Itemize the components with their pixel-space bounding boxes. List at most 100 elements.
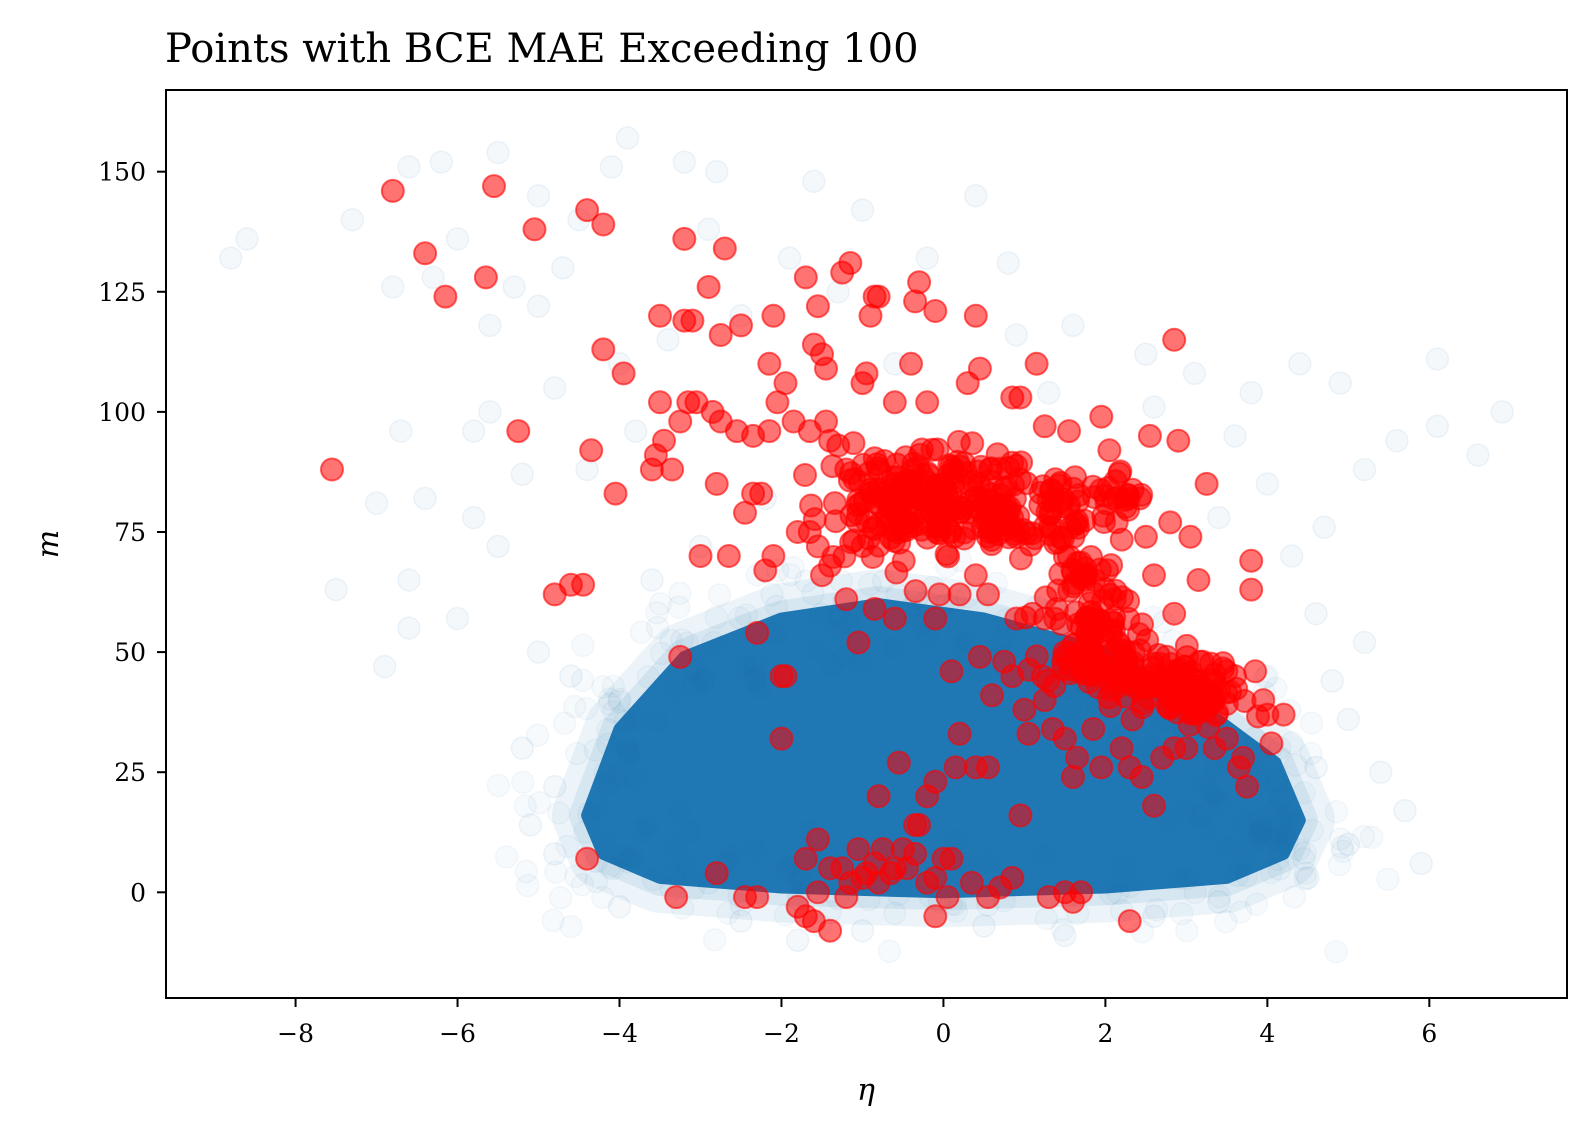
highlight-point bbox=[522, 217, 547, 242]
highlight-point bbox=[826, 433, 851, 458]
highlight-point bbox=[708, 323, 733, 347]
background-point bbox=[1036, 380, 1061, 405]
highlight-point bbox=[1067, 483, 1092, 507]
highlight-point bbox=[1137, 423, 1162, 448]
background-point bbox=[607, 689, 631, 714]
highlight-point bbox=[1052, 544, 1077, 569]
background-point bbox=[1320, 669, 1344, 693]
highlight-point bbox=[956, 500, 981, 525]
background-point bbox=[486, 773, 511, 798]
background-point bbox=[964, 183, 988, 208]
y-axis: 0 25 50 75 100 125 150 bbox=[98, 158, 166, 907]
highlight-point bbox=[1075, 645, 1100, 669]
highlight-point bbox=[909, 488, 934, 513]
background-point bbox=[1312, 515, 1336, 539]
highlight-point bbox=[704, 861, 729, 886]
background-point bbox=[486, 534, 510, 559]
background-point bbox=[1173, 799, 1198, 823]
background-point bbox=[1259, 860, 1283, 885]
background-point bbox=[615, 126, 640, 150]
highlight-point bbox=[575, 846, 600, 871]
background-point bbox=[1134, 342, 1158, 366]
highlight-point bbox=[579, 438, 604, 463]
highlight-point bbox=[952, 451, 976, 476]
background-point bbox=[1154, 807, 1179, 831]
background-point bbox=[1053, 923, 1077, 948]
highlight-point bbox=[923, 606, 948, 631]
background-point bbox=[486, 140, 510, 165]
highlight-point bbox=[1239, 548, 1264, 573]
background-point bbox=[551, 256, 575, 280]
highlight-point bbox=[643, 443, 668, 468]
background-point bbox=[623, 419, 648, 443]
x-tick-label: −4 bbox=[601, 1019, 638, 1048]
highlight-point bbox=[854, 361, 879, 386]
background-point bbox=[510, 462, 535, 487]
highlight-point bbox=[882, 390, 907, 415]
highlight-point bbox=[1255, 702, 1280, 727]
highlight-point bbox=[1142, 563, 1166, 588]
background-point bbox=[832, 644, 856, 668]
highlight-point bbox=[943, 755, 968, 780]
highlight-point bbox=[1166, 428, 1191, 453]
highlight-point bbox=[1081, 717, 1106, 741]
background-point bbox=[764, 594, 789, 619]
highlight-point bbox=[1052, 726, 1077, 751]
highlight-point bbox=[688, 544, 713, 568]
highlight-point bbox=[1040, 514, 1065, 539]
highlight-point bbox=[611, 361, 636, 386]
background-point bbox=[429, 150, 454, 174]
background-point bbox=[219, 246, 243, 270]
background-point bbox=[668, 581, 692, 605]
background-point bbox=[1144, 898, 1169, 922]
background-point bbox=[584, 869, 609, 894]
background-point bbox=[381, 275, 405, 299]
background-point bbox=[542, 774, 567, 799]
background-point bbox=[518, 813, 543, 837]
background-point bbox=[1359, 825, 1384, 850]
background-point bbox=[915, 246, 939, 270]
plot-area bbox=[219, 126, 1514, 964]
highlight-point bbox=[884, 560, 909, 585]
highlight-point bbox=[963, 563, 988, 588]
highlight-point bbox=[947, 582, 972, 607]
background-point bbox=[421, 265, 445, 290]
highlight-point bbox=[1061, 765, 1085, 789]
background-point bbox=[397, 568, 421, 592]
background-point bbox=[1267, 857, 1292, 881]
highlight-point bbox=[1206, 678, 1231, 703]
highlight-point bbox=[473, 265, 498, 290]
background-point bbox=[1296, 866, 1320, 890]
background-point bbox=[478, 400, 502, 424]
x-tick-label: 4 bbox=[1259, 1019, 1275, 1048]
background-point bbox=[1142, 395, 1166, 419]
background-point bbox=[1291, 846, 1316, 871]
background-point bbox=[805, 637, 830, 662]
highlight-point bbox=[1008, 803, 1033, 828]
background-point bbox=[1288, 352, 1312, 376]
background-point bbox=[1239, 380, 1263, 405]
background-point bbox=[1216, 834, 1241, 859]
highlight-point bbox=[846, 837, 871, 862]
background-point bbox=[547, 801, 571, 825]
highlight-point bbox=[749, 481, 774, 506]
background-point bbox=[850, 198, 875, 222]
highlight-point bbox=[757, 351, 782, 376]
highlight-point bbox=[648, 390, 672, 415]
highlight-point bbox=[413, 241, 438, 266]
background-point bbox=[1166, 866, 1190, 890]
highlight-point bbox=[925, 437, 950, 462]
background-point bbox=[1265, 769, 1289, 794]
background-point bbox=[1304, 601, 1328, 626]
background-point bbox=[610, 844, 635, 868]
highlight-point bbox=[1022, 526, 1047, 551]
background-point bbox=[622, 706, 647, 730]
x-tick-label: −8 bbox=[277, 1019, 314, 1048]
highlight-point bbox=[1162, 601, 1187, 626]
highlight-point bbox=[903, 289, 928, 314]
background-point bbox=[1058, 695, 1082, 720]
background-point bbox=[701, 630, 726, 655]
highlight-point bbox=[822, 491, 847, 516]
highlight-point bbox=[1178, 524, 1203, 549]
